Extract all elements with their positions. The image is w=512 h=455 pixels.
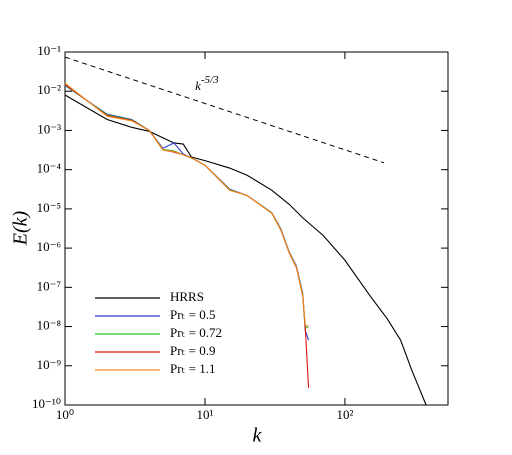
legend-label: Prₜ = 0.72 xyxy=(170,325,222,340)
series-line xyxy=(64,94,427,406)
x-tick-label: 10⁰ xyxy=(56,407,74,422)
reference-line xyxy=(64,56,385,164)
annotation-base: k xyxy=(195,78,201,93)
annotation: k-5/3 xyxy=(195,73,219,92)
legend-label: HRRS xyxy=(170,289,204,304)
x-tick-label: 10¹ xyxy=(197,407,214,422)
series-line xyxy=(64,82,309,328)
y-tick-label: 10⁻⁴ xyxy=(37,161,62,176)
y-tick-label: 10⁻¹ xyxy=(37,43,61,58)
x-tick-label: 10² xyxy=(336,407,353,422)
y-tick-label: 10⁻⁶ xyxy=(37,239,61,254)
y-tick-label: 10⁻¹⁰ xyxy=(32,396,61,411)
y-tick-label: 10⁻³ xyxy=(37,121,61,136)
y-axis-title: E(k) xyxy=(10,210,32,246)
y-tick-label: 10⁻⁸ xyxy=(37,318,62,333)
plot-frame xyxy=(64,51,449,406)
y-tick-label: 10⁻⁷ xyxy=(37,278,61,293)
legend-label: Prₜ = 0.9 xyxy=(170,343,215,358)
y-tick-label: 10⁻⁹ xyxy=(37,357,62,372)
y-tick-label: 10⁻² xyxy=(37,82,61,97)
legend-label: Prₜ = 1.1 xyxy=(170,361,215,376)
y-tick-label: 10⁻⁵ xyxy=(37,200,61,215)
annotation-superscript: -5/3 xyxy=(201,73,219,85)
legend-label: Prₜ = 0.5 xyxy=(170,307,215,322)
x-axis-title: k xyxy=(253,425,263,447)
